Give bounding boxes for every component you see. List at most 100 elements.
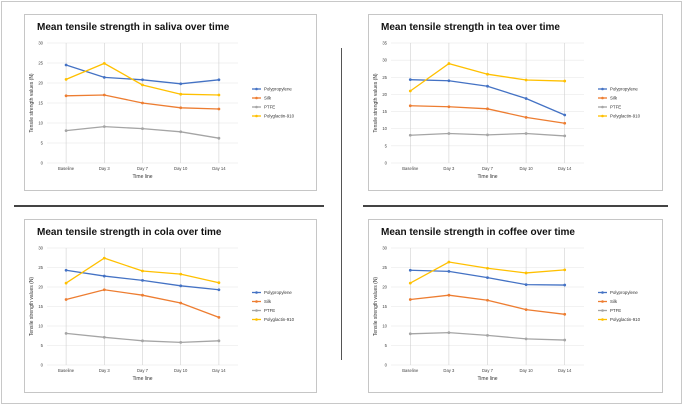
chart-svg: Mean tensile strength in tea over time 0 5… [373, 22, 641, 180]
y-tick-label: 0 [41, 161, 44, 166]
data-point [447, 62, 451, 65]
data-point [408, 332, 412, 336]
data-point [486, 133, 489, 137]
y-tick-label: 15 [382, 304, 387, 309]
x-tick-label: Day 3 [99, 166, 111, 171]
y-tick-label: 25 [382, 75, 387, 80]
data-point [141, 293, 144, 297]
data-point [408, 268, 412, 272]
data-point [408, 104, 412, 108]
data-point [486, 107, 489, 111]
horizontal-divider-left [14, 205, 324, 207]
data-point [217, 281, 221, 285]
legend-label: PTFE [264, 105, 275, 110]
legend-marker [255, 96, 258, 100]
x-tick-label: Day 7 [482, 368, 494, 373]
data-point [64, 129, 68, 132]
y-tick-label: 35 [382, 41, 387, 46]
data-point [524, 308, 528, 312]
data-point [64, 298, 68, 301]
legend-label: Polypropylene [264, 290, 292, 295]
data-point [217, 93, 221, 97]
data-point [141, 269, 144, 273]
x-tick-label: Day 7 [137, 166, 149, 171]
legend-label: Silk [264, 299, 272, 304]
y-tick-label: 30 [38, 246, 43, 251]
data-point [408, 78, 412, 82]
data-point [141, 78, 144, 82]
data-point [486, 72, 489, 76]
data-point [486, 298, 489, 302]
x-tick-label: Day 14 [212, 166, 226, 171]
legend-label: Polypropylene [610, 87, 638, 92]
y-tick-label: 5 [385, 143, 388, 148]
data-point [217, 78, 221, 82]
data-point [447, 79, 451, 83]
chart-title: Mean tensile strength in coffee over tim… [381, 227, 575, 238]
data-point [102, 274, 106, 278]
legend-marker [255, 87, 258, 91]
data-point [524, 78, 528, 82]
data-point [563, 134, 567, 138]
data-point [179, 301, 183, 305]
legend-marker [601, 309, 604, 312]
legend-marker [601, 105, 604, 109]
data-point [141, 101, 144, 105]
data-point [524, 271, 528, 275]
data-point [141, 339, 144, 343]
legend-marker [255, 114, 258, 118]
data-point [141, 278, 144, 282]
x-tick-label: Day 10 [174, 166, 188, 171]
data-point [447, 270, 451, 273]
y-axis-label: Tensile strength values (N) [373, 73, 379, 133]
data-point [64, 63, 68, 67]
y-tick-label: 15 [382, 109, 387, 114]
legend-label: PTFE [610, 308, 621, 313]
y-axis-label: Tensile strength values (N) [29, 73, 35, 133]
x-axis-label: Time line [477, 376, 497, 382]
legend-marker [255, 300, 258, 303]
data-point [179, 82, 183, 86]
legend-label: Polypropylene [610, 290, 638, 295]
y-tick-label: 0 [385, 363, 388, 368]
data-point [64, 78, 68, 81]
data-point [408, 133, 412, 137]
data-point [524, 283, 528, 287]
y-tick-label: 5 [41, 141, 44, 146]
data-point [141, 83, 144, 87]
data-point [217, 136, 221, 140]
x-tick-label: Day 14 [212, 368, 226, 373]
data-point [408, 281, 412, 285]
horizontal-divider-right [363, 205, 668, 207]
legend-label: PTFE [264, 308, 275, 313]
legend-marker [255, 309, 258, 312]
legend-marker [255, 291, 258, 294]
data-point [217, 316, 221, 319]
x-tick-label: Baseline [58, 166, 75, 171]
y-tick-label: 20 [38, 285, 43, 290]
legend-marker [255, 105, 258, 109]
data-point [563, 338, 567, 342]
data-point [102, 335, 106, 339]
x-tick-label: Day 10 [519, 166, 533, 171]
chart-title: Mean tensile strength in tea over time [381, 22, 560, 33]
y-tick-label: 25 [382, 265, 387, 270]
x-tick-label: Day 10 [519, 368, 533, 373]
legend-label: Silk [610, 96, 618, 101]
y-tick-label: 25 [38, 265, 43, 270]
data-point [563, 268, 567, 272]
x-tick-label: Baseline [402, 368, 419, 373]
y-tick-label: 20 [382, 92, 387, 97]
x-tick-label: Day 14 [558, 368, 572, 373]
data-point [486, 266, 489, 270]
x-axis-label: Time line [477, 174, 497, 180]
data-point [486, 276, 489, 280]
data-point [447, 132, 451, 135]
x-tick-label: Day 7 [137, 368, 149, 373]
chart-panel-cola: Mean tensile strength in cola over time 0… [24, 219, 317, 393]
data-point [102, 288, 106, 292]
legend-label: Polyglactin-910 [610, 317, 641, 322]
x-tick-label: Day 3 [99, 368, 111, 373]
data-point [563, 113, 567, 117]
x-tick-label: Day 7 [482, 166, 494, 171]
